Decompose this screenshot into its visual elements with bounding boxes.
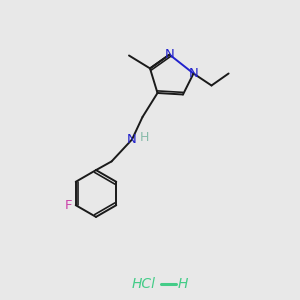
Text: H: H xyxy=(178,277,188,290)
Text: N: N xyxy=(165,48,174,61)
Text: HCl: HCl xyxy=(132,277,156,290)
Text: H: H xyxy=(140,130,149,144)
Text: N: N xyxy=(127,133,137,146)
Text: F: F xyxy=(64,199,72,212)
Text: N: N xyxy=(189,67,199,80)
